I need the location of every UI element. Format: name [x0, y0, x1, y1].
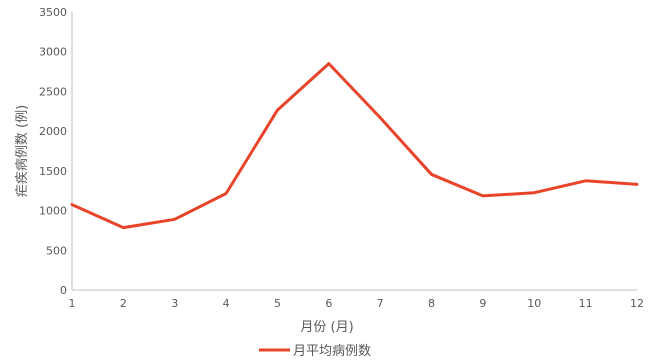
x-tick-label: 2 — [120, 297, 127, 310]
y-tick-label: 1000 — [39, 205, 67, 218]
x-axis-title: 月份 (月) — [300, 320, 353, 335]
y-tick-label: 1500 — [39, 165, 67, 178]
y-axis-ticks: 0 500 1000 1500 2000 2500 3000 3500 — [39, 6, 67, 297]
x-tick-label: 12 — [630, 297, 644, 310]
x-tick-label: 5 — [274, 297, 281, 310]
y-tick-label: 500 — [46, 244, 67, 257]
x-tick-label: 7 — [377, 297, 384, 310]
y-tick-label: 3500 — [39, 6, 67, 19]
x-tick-label: 10 — [527, 297, 541, 310]
y-tick-label: 0 — [60, 284, 67, 297]
y-tick-label: 2000 — [39, 125, 67, 138]
y-tick-label: 2500 — [39, 85, 67, 98]
x-tick-label: 1 — [69, 297, 76, 310]
x-tick-label: 11 — [579, 297, 593, 310]
x-tick-label: 6 — [325, 297, 332, 310]
x-tick-label: 4 — [223, 297, 230, 310]
x-tick-label: 9 — [479, 297, 486, 310]
y-tick-label: 3000 — [39, 46, 67, 59]
legend: 月平均病例数 — [259, 344, 371, 359]
series-layer — [70, 62, 639, 230]
x-tick-label: 3 — [171, 297, 178, 310]
x-axis-ticks: 1 2 3 4 5 6 7 8 9 10 11 12 — [69, 297, 645, 310]
y-axis-title: 疟疾病例数 (例) — [15, 105, 30, 197]
x-tick-label: 8 — [428, 297, 435, 310]
legend-label: 月平均病例数 — [293, 344, 371, 359]
series-line — [70, 62, 639, 230]
